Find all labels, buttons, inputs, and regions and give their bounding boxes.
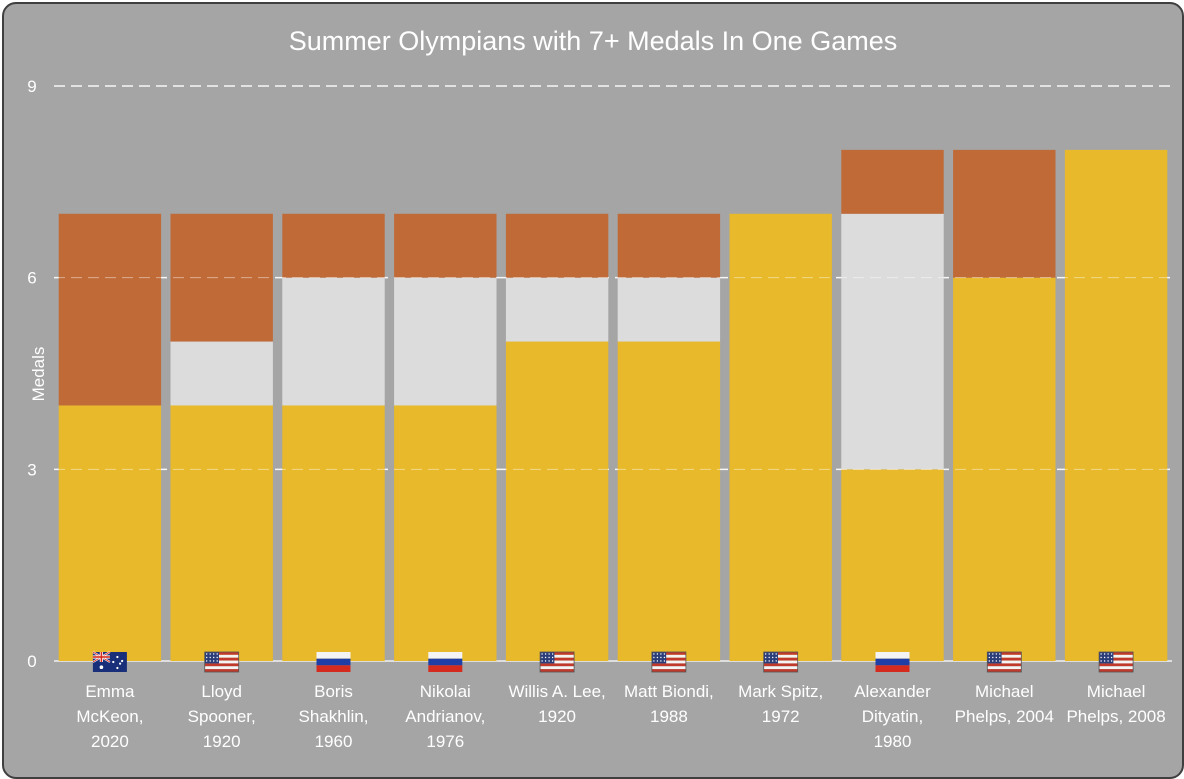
- bar-bronze-segment: [953, 149, 1056, 278]
- x-tick-label: Emma McKeon, 2020: [76, 682, 143, 751]
- x-tick-label: Willis A. Lee, 1920: [508, 682, 605, 726]
- bar-gold-segment: [58, 405, 162, 661]
- bars: [58, 149, 1168, 661]
- y-tick-label: 9: [27, 77, 36, 96]
- x-tick-label: Mark Spitz, 1972: [738, 682, 823, 726]
- x-tick-label: Alexander Dityatin, 1980: [854, 682, 931, 751]
- bar-gold-segment: [282, 405, 385, 661]
- bar-gold-segment: [729, 213, 832, 661]
- flag-usa-icon: [763, 651, 799, 673]
- bar-gold-segment: [394, 405, 497, 661]
- flag-usa-icon: [204, 651, 240, 673]
- flag-usa-icon: [1098, 651, 1134, 673]
- y-tick-label: 3: [27, 460, 36, 479]
- bar-silver-segment: [282, 277, 385, 406]
- bar-gold-segment: [505, 341, 609, 661]
- bar-bronze-segment: [282, 213, 385, 278]
- bar-bronze-segment: [617, 213, 721, 278]
- bar-silver-segment: [617, 277, 721, 342]
- bar-bronze-segment: [505, 213, 609, 278]
- x-tick-label: Nikolai Andrianov, 1976: [405, 682, 485, 751]
- bar-silver-segment: [394, 277, 497, 406]
- flag-usa-icon: [539, 651, 575, 673]
- bar-bronze-segment: [170, 213, 273, 342]
- bar-bronze-segment: [841, 149, 944, 214]
- bar-gold-segment: [617, 341, 721, 661]
- x-tick-label: Lloyd Spooner, 1920: [188, 682, 256, 751]
- y-axis-ticks: 0 3 6 9: [27, 77, 36, 671]
- bar-silver-segment: [841, 213, 944, 470]
- bar-silver-segment: [170, 341, 273, 406]
- y-tick-label: 6: [27, 269, 36, 288]
- flag-usa-icon: [651, 651, 687, 673]
- y-tick-label: 0: [27, 652, 36, 671]
- flag-russia-icon: [428, 652, 463, 672]
- flag-australia-icon: [92, 651, 127, 672]
- chart-svg: 0 3 6 9 Emma McKeon, 2020 Lloyd Spooner, 1920 Bor…: [27, 26, 1172, 751]
- bar-gold-segment: [170, 405, 273, 661]
- bar-bronze-segment: [394, 213, 497, 278]
- x-tick-label: Matt Biondi, 1988: [624, 682, 714, 726]
- bar-bronze-segment: [58, 213, 162, 406]
- x-tick-label: Michael Phelps, 2004: [955, 682, 1054, 726]
- flag-usa-icon: [986, 651, 1022, 673]
- bar-gold-segment: [841, 469, 944, 661]
- bar-silver-segment: [505, 277, 609, 342]
- flag-russia-icon: [316, 652, 351, 672]
- flag-russia-icon: [875, 652, 910, 672]
- x-tick-label: Boris Shakhlin, 1960: [299, 682, 369, 751]
- flags: [92, 651, 1134, 673]
- bar-gold-segment: [1064, 149, 1168, 661]
- x-axis-labels: Emma McKeon, 2020 Lloyd Spooner, 1920 Boris Sha…: [76, 682, 1165, 751]
- bar-gold-segment: [953, 277, 1056, 661]
- chart-title: Summer Olympians with 7+ Medals In One G…: [289, 26, 897, 56]
- x-tick-label: Michael Phelps, 2008: [1066, 682, 1165, 726]
- y-axis-label: Medals: [29, 347, 48, 402]
